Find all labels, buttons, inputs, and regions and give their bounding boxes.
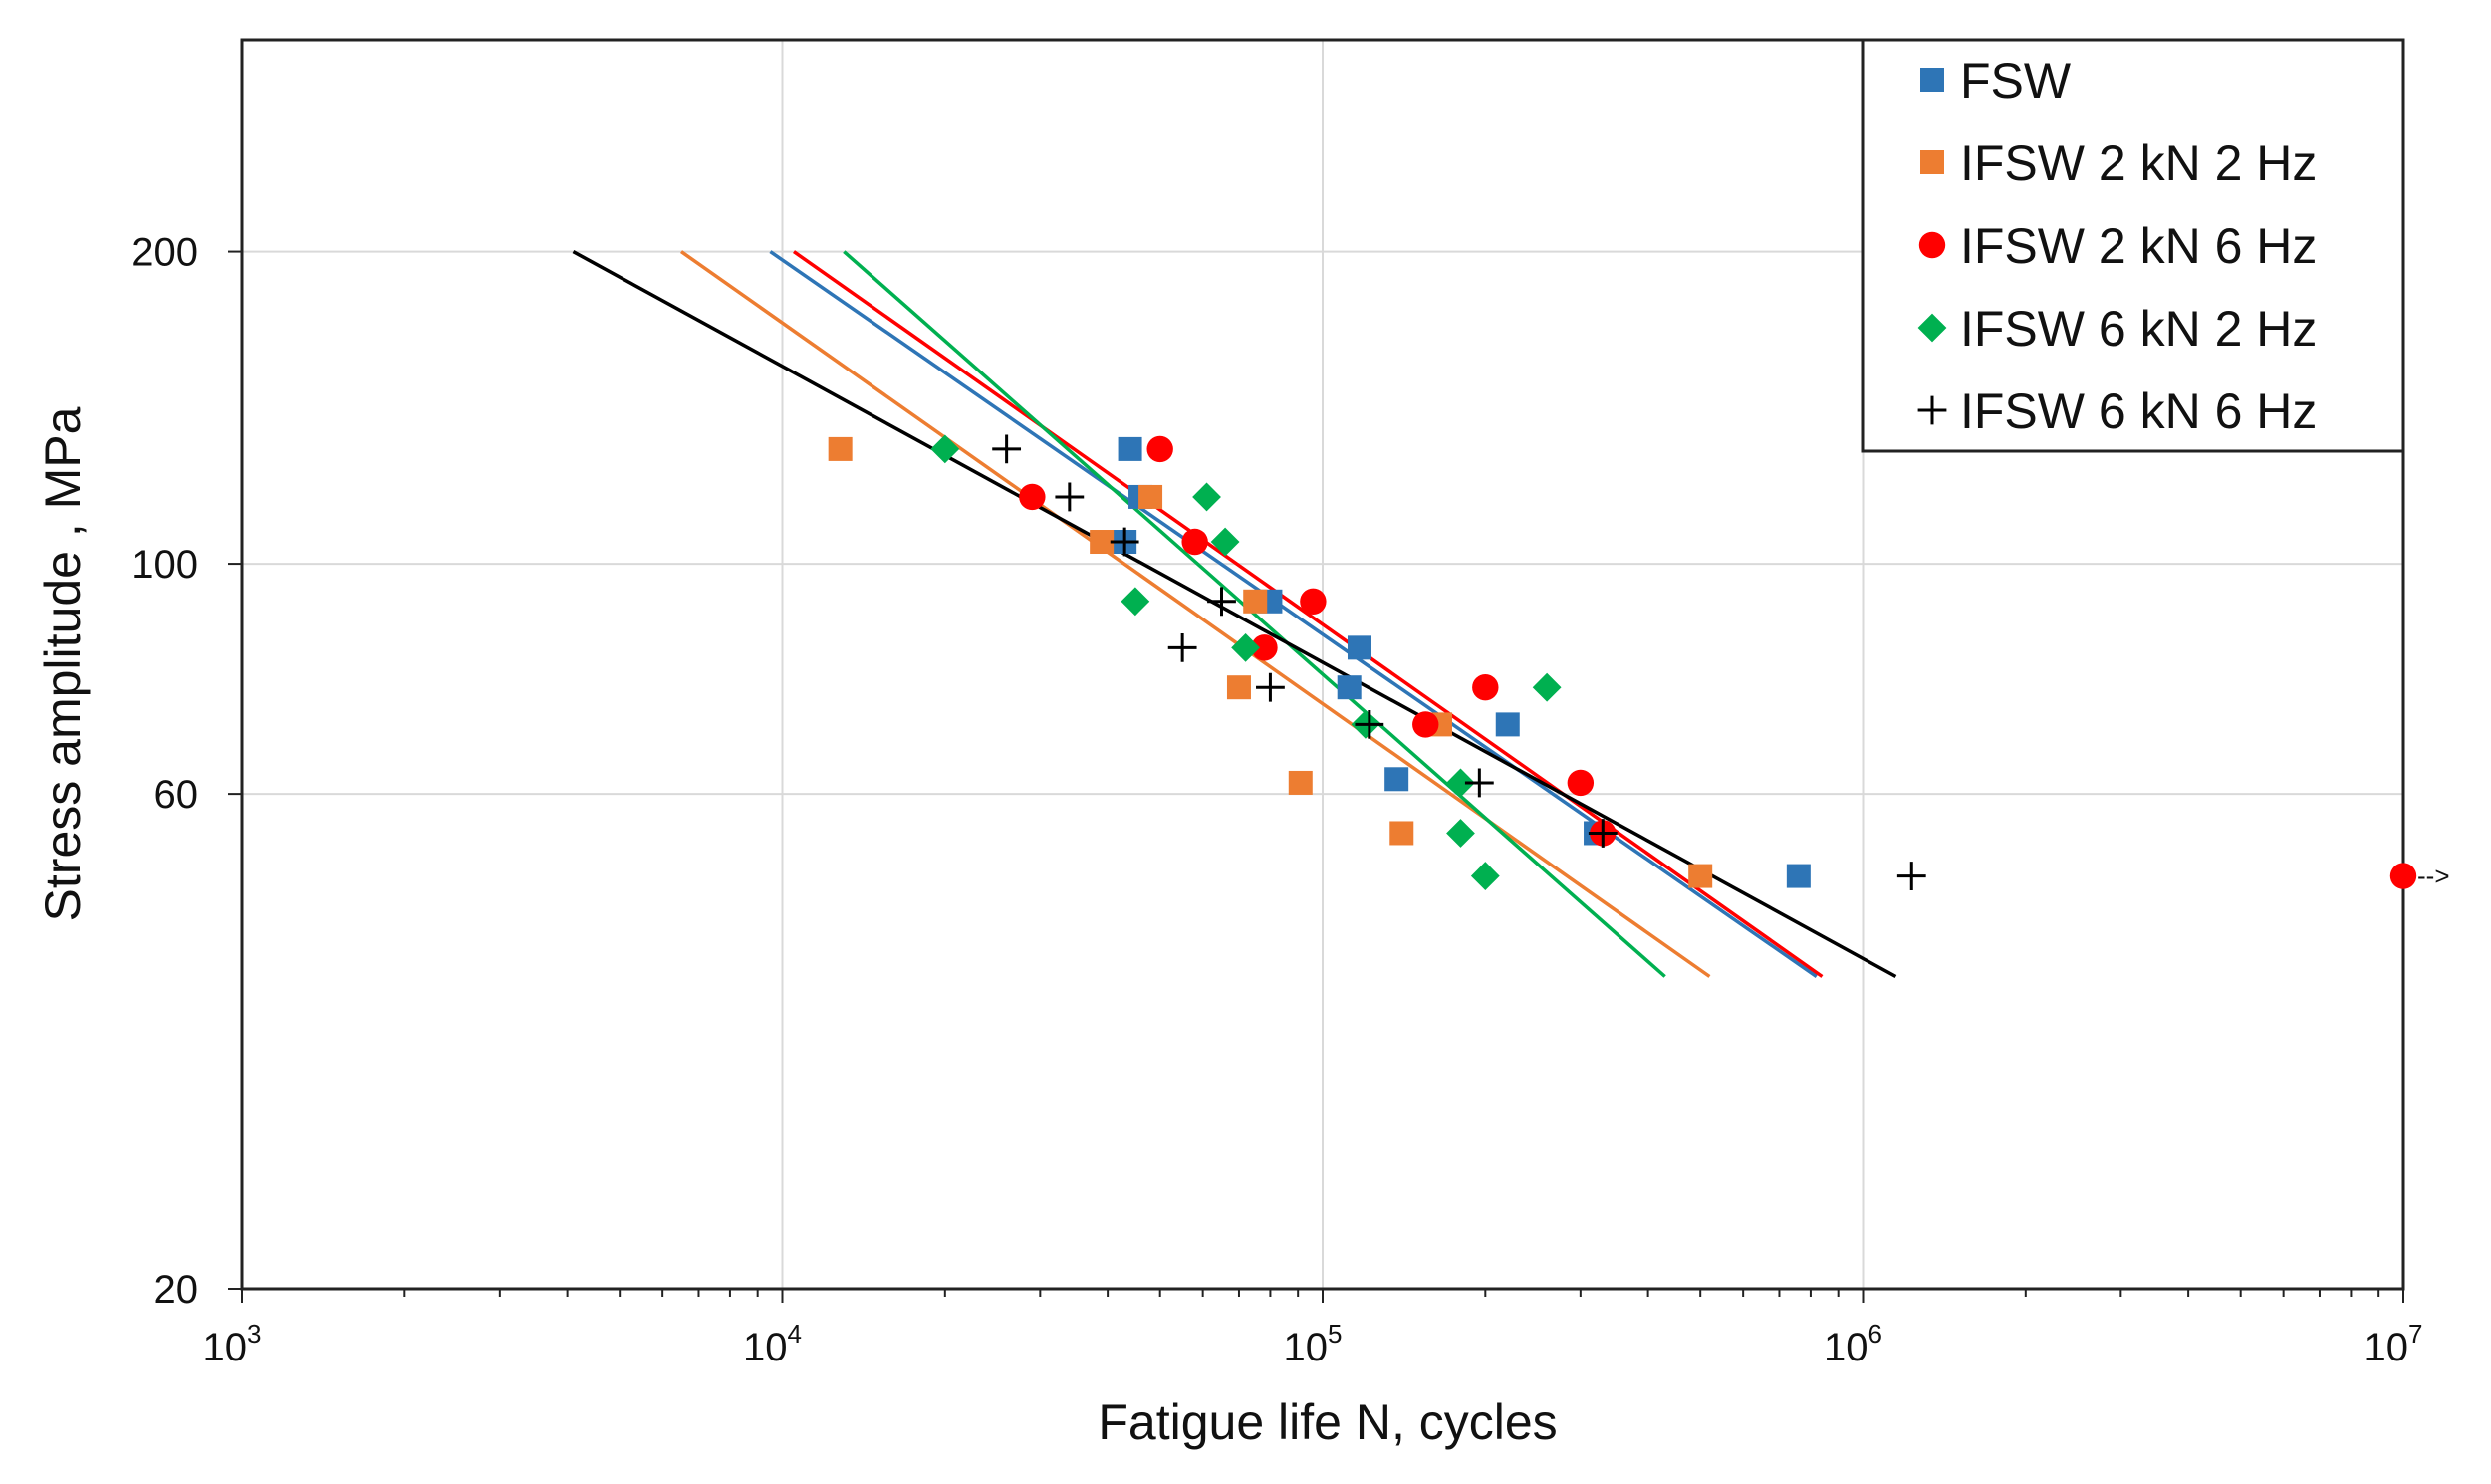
- data-point-ifsw-6-kn-6-hz: [1355, 709, 1384, 739]
- data-point-ifsw-6-kn-6-hz: [992, 434, 1022, 464]
- legend-marker-fsw: [1920, 68, 1944, 92]
- legend-item-ifsw-6-kn-2-hz: IFSW 6 kN 2 Hz: [1917, 301, 2317, 357]
- data-point-ifsw-6-kn-2-hz: [1121, 587, 1150, 617]
- legend-marker-ifsw-6-kn-2-hz: [1917, 313, 1947, 343]
- data-point-ifsw-6-kn-6-hz: [1464, 768, 1494, 798]
- data-point-ifsw-2-kn-2-hz: [1389, 821, 1414, 846]
- legend-label: IFSW 6 kN 2 Hz: [1960, 301, 2317, 357]
- data-point-ifsw-2-kn-6-hz: [1412, 711, 1439, 738]
- axis-ticks: 103 104 105 106 107 200 100 60 20: [131, 231, 2422, 1369]
- data-point-ifsw-2-kn-2-hz: [828, 436, 853, 461]
- legend-label: IFSW 2 kN 6 Hz: [1960, 218, 2317, 274]
- data-point-ifsw-2-kn-2-hz: [1288, 770, 1313, 795]
- data-point-ifsw-2-kn-2-hz: [1226, 675, 1251, 700]
- legend-item-ifsw-6-kn-6-hz: IFSW 6 kN 6 Hz: [1917, 383, 2317, 439]
- legend-marker-ifsw-2-kn-2-hz: [1920, 150, 1944, 174]
- data-point-ifsw-6-kn-6-hz: [1167, 632, 1197, 662]
- data-point-ifsw-6-kn-2-hz: [1446, 768, 1475, 798]
- fit-line-ifsw-6-kn-2-hz: [843, 250, 1666, 978]
- data-point-ifsw-6-kn-6-hz: [1055, 482, 1085, 512]
- data-point-ifsw-2-kn-6-hz: [1019, 483, 1046, 511]
- legend-item-fsw: FSW: [1920, 53, 2072, 109]
- legend-label: IFSW 6 kN 6 Hz: [1960, 383, 2317, 439]
- data-point-ifsw-6-kn-2-hz: [1192, 482, 1221, 512]
- data-point-ifsw-6-kn-2-hz: [1470, 862, 1500, 890]
- data-point-ifsw-2-kn-2-hz: [1243, 589, 1268, 614]
- fit-line-fsw: [769, 250, 1818, 978]
- data-point-ifsw-6-kn-6-hz: [1896, 862, 1926, 890]
- legend: FSW IFSW 2 kN 2 Hz IFSW 2 kN 6 Hz IFSW 6 kN…: [1861, 38, 2405, 453]
- data-point-ifsw-2-kn-6-hz: [1472, 673, 1499, 701]
- data-point-ifsw-6-kn-2-hz: [930, 434, 960, 464]
- data-point-fsw: [1337, 675, 1362, 700]
- fit-lines: [572, 250, 1897, 979]
- legend-marker-ifsw-2-kn-6-hz: [1918, 231, 1946, 259]
- y-axis-title: Stress amplitude , MPa: [35, 406, 91, 921]
- data-point-ifsw-2-kn-2-hz: [1688, 864, 1713, 888]
- data-point-ifsw-6-kn-6-hz: [1207, 587, 1236, 617]
- data-point-fsw: [1347, 635, 1371, 660]
- y-tick-label: 200: [131, 231, 198, 275]
- data-point-ifsw-2-kn-6-hz: [1567, 769, 1595, 797]
- legend-label: FSW: [1960, 53, 2072, 109]
- data-point-ifsw-6-kn-6-hz: [1110, 527, 1139, 557]
- data-point-ifsw-2-kn-6-hz: [1181, 528, 1208, 556]
- y-tick-label: 20: [154, 1268, 199, 1312]
- data-point-ifsw-2-kn-2-hz: [1138, 484, 1163, 509]
- fit-line-ifsw-2-kn-6-hz: [792, 250, 1824, 978]
- runout-arrow-annotation: -->: [2417, 862, 2450, 891]
- x-tick-label: 106: [1824, 1319, 1882, 1369]
- data-point-fsw: [1384, 767, 1409, 792]
- data-point-fsw: [1495, 712, 1520, 737]
- x-tick-label: 104: [743, 1319, 802, 1369]
- data-point-ifsw-6-kn-6-hz: [1588, 819, 1618, 848]
- x-tick-label: 105: [1284, 1319, 1343, 1369]
- data-point-ifsw-2-kn-6-hz: [1146, 435, 1173, 463]
- data-point-ifsw-6-kn-2-hz: [1231, 632, 1261, 662]
- data-point-ifsw-2-kn-2-hz: [1090, 530, 1115, 555]
- legend-label: IFSW 2 kN 2 Hz: [1960, 135, 2317, 191]
- legend-box: [1861, 38, 2405, 453]
- data-point-fsw: [1118, 436, 1142, 461]
- x-tick-label: 107: [2365, 1319, 2423, 1369]
- fit-line-ifsw-6-kn-6-hz: [572, 250, 1897, 979]
- fit-line-ifsw-2-kn-2-hz: [679, 250, 1711, 978]
- data-point-ifsw-6-kn-2-hz: [1532, 672, 1562, 702]
- x-tick-label: 103: [203, 1319, 262, 1369]
- data-point-ifsw-2-kn-6-hz: [1300, 588, 1327, 615]
- data-points: [828, 434, 2417, 890]
- data-point-ifsw-2-kn-6-hz: [2389, 863, 2417, 889]
- y-tick-label: 60: [154, 773, 199, 817]
- data-point-ifsw-6-kn-2-hz: [1446, 819, 1475, 848]
- legend-marker-ifsw-6-kn-6-hz: [1917, 395, 1947, 425]
- data-point-ifsw-6-kn-2-hz: [1210, 527, 1240, 557]
- data-point-fsw: [1786, 864, 1811, 888]
- legend-item-ifsw-2-kn-2-hz: IFSW 2 kN 2 Hz: [1920, 135, 2317, 191]
- data-point-ifsw-2-kn-6-hz: [1251, 634, 1278, 661]
- legend-items: FSW IFSW 2 kN 2 Hz IFSW 2 kN 6 Hz IFSW 6 kN…: [1917, 53, 2317, 439]
- x-axis-title: Fatigue life N, cycles: [1098, 1394, 1557, 1450]
- legend-item-ifsw-2-kn-6-hz: IFSW 2 kN 6 Hz: [1918, 218, 2317, 274]
- y-tick-label: 100: [131, 543, 198, 587]
- data-point-ifsw-6-kn-6-hz: [1256, 672, 1285, 702]
